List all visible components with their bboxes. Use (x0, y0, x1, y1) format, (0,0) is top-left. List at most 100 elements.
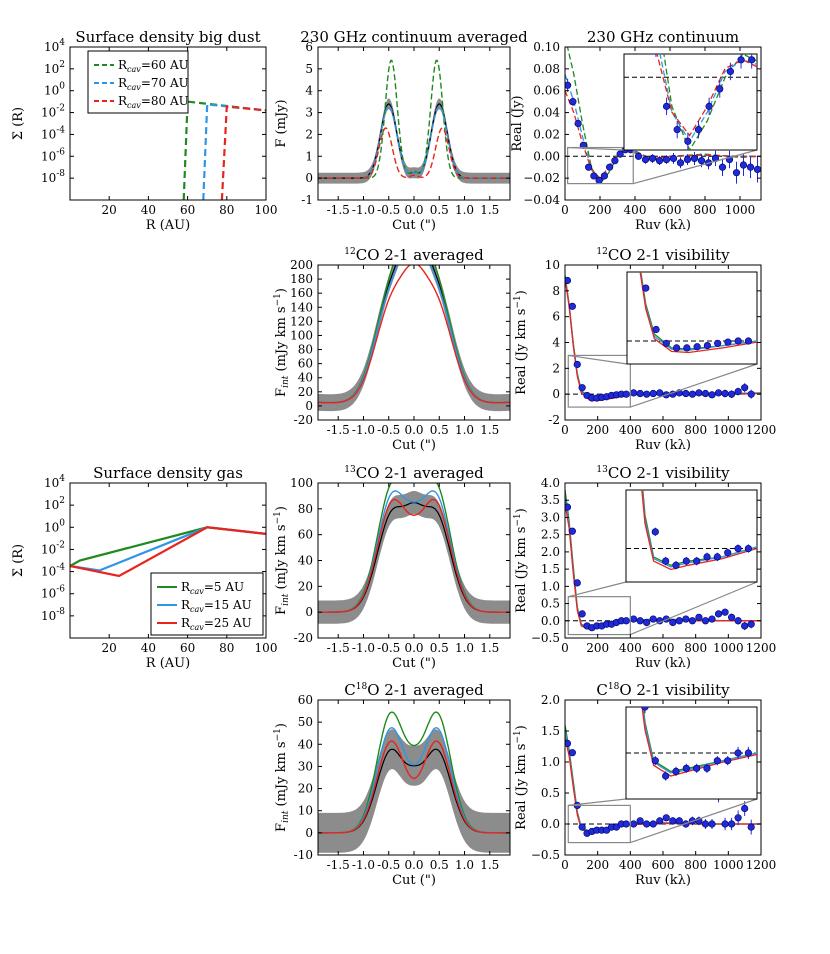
inset-model-line (641, 490, 757, 571)
y-tick-label: 0 (305, 171, 313, 185)
y-tick-label: 100 (290, 476, 313, 490)
x-axis-label: Cut (") (392, 218, 436, 233)
x-tick-label: 600 (652, 858, 675, 872)
x-tick-label: 400 (619, 423, 642, 437)
inset-plot (626, 271, 758, 365)
y-tick-label: 0.0 (541, 614, 560, 628)
data-point (753, 165, 761, 173)
y-axis-label: Fint (mJy km s−1) (273, 288, 291, 397)
model-line (318, 498, 510, 613)
plot-area (182, 100, 266, 200)
y-axis-label: Fint (mJy km s−1) (273, 723, 291, 832)
data-point (708, 615, 716, 623)
x-tick-label: 1000 (713, 858, 744, 872)
x-tick-label: 0.5 (430, 641, 449, 655)
x-tick-label: 40 (141, 641, 156, 655)
y-tick-label: 3.5 (541, 493, 560, 507)
data-point (734, 617, 742, 625)
data-point (662, 155, 671, 164)
x-tick-label: 0.5 (430, 203, 449, 217)
chart-panel-dust-sigma: 20 40 60 80 100 104 102 100 10-2 10-4 10-6 10-8 Surf… (11, 28, 277, 233)
y-tick-label: 80 (298, 502, 313, 516)
data-point (739, 161, 748, 169)
zoom-connector (568, 354, 628, 365)
x-tick-label: 600 (652, 641, 675, 655)
data-point (741, 622, 749, 630)
x-tick-label: -1.0 (352, 858, 375, 872)
plot-area (318, 483, 510, 624)
y-tick-label: 1 (305, 149, 313, 163)
y-tick-label: 4 (552, 336, 560, 350)
inset-data-point (748, 56, 756, 64)
data-point (636, 817, 644, 825)
y-tick-label: 30 (298, 759, 313, 773)
x-axis-label: R (AU) (146, 218, 190, 233)
inset-data-point (703, 553, 711, 561)
zoom-connector (630, 363, 758, 408)
inset-area (624, 54, 757, 150)
data-point (574, 119, 582, 128)
inset-data-point (672, 767, 680, 776)
data-point (669, 817, 677, 825)
x-tick-label: -1.0 (352, 423, 375, 437)
x-tick-label: 0.0 (404, 858, 423, 872)
uncertainty-band (318, 491, 510, 624)
x-axis-label: Cut (") (392, 656, 436, 671)
data-point (721, 820, 729, 828)
data-profile-line (318, 103, 510, 179)
y-tick-label: 3 (305, 106, 313, 120)
data-point (695, 389, 703, 397)
inset-model-line (639, 272, 757, 354)
chart-title: 13CO 2-1 visibility (596, 464, 730, 482)
chart-panel-co13-avg: -1.5 -1.0 -0.5 0.0 0.5 1.0 1.5 -20 0 20 40 60 80 100 1… (273, 464, 511, 671)
data-point (578, 384, 586, 392)
data-point (655, 157, 664, 165)
x-tick-label: 0 (561, 423, 569, 437)
data-point (616, 150, 624, 158)
inset-data-point (724, 338, 732, 346)
y-tick-label: 20 (298, 385, 313, 399)
data-point (690, 154, 699, 163)
y-tick-label: 140 (290, 300, 313, 314)
y-tick-label: 180 (290, 272, 313, 286)
inset-data-point (724, 549, 732, 557)
data-point (727, 820, 736, 828)
y-tick-label: 10-2 (41, 540, 65, 556)
y-tick-label: −0.04 (523, 193, 560, 207)
x-tick-label: 40 (141, 203, 156, 217)
y-tick-label: 60 (298, 693, 313, 707)
y-tick-label: 120 (290, 314, 313, 328)
data-point (641, 155, 650, 164)
inset-data-point (761, 541, 768, 548)
x-tick-label: 0 (561, 858, 569, 872)
data-point (622, 617, 630, 625)
uncertainty-band (318, 729, 510, 853)
data-point (688, 390, 697, 398)
series-line (202, 103, 266, 200)
x-tick-label: 200 (589, 203, 612, 217)
data-point (578, 610, 586, 618)
zoom-region-box (567, 146, 634, 185)
x-tick-label: 1.5 (480, 858, 499, 872)
data-profile-line (318, 501, 510, 613)
data-point (600, 172, 608, 180)
x-tick-label: -0.5 (377, 423, 400, 437)
model-line (318, 740, 510, 834)
data-point (747, 823, 755, 831)
x-tick-label: 1200 (746, 641, 777, 655)
series-line (70, 526, 266, 578)
data-point (721, 389, 729, 398)
y-tick-label: 0 (305, 605, 313, 619)
data-point (634, 152, 643, 160)
data-point (590, 172, 598, 180)
y-tick-label: -20 (294, 413, 313, 427)
data-point (568, 749, 576, 757)
data-point (565, 81, 572, 89)
plot-frame (69, 46, 267, 201)
x-tick-label: 60 (180, 641, 195, 655)
zoom-connector (568, 581, 627, 598)
x-tick-label: 1.0 (455, 423, 474, 437)
x-axis-label: Cut (") (392, 438, 436, 453)
chart-title: C18O 2-1 averaged (344, 681, 484, 699)
